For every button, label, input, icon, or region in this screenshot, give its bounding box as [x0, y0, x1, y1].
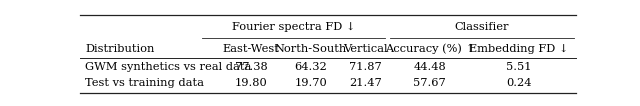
Text: 0.24: 0.24	[506, 78, 532, 88]
Text: Fourier spectra FD ↓: Fourier spectra FD ↓	[232, 22, 355, 32]
Text: 5.51: 5.51	[506, 62, 532, 72]
Text: 71.87: 71.87	[349, 62, 381, 72]
Text: 19.70: 19.70	[294, 78, 327, 88]
Text: North-South: North-South	[275, 44, 347, 54]
Text: Vertical: Vertical	[343, 44, 387, 54]
Text: 77.38: 77.38	[235, 62, 268, 72]
Text: Embedding FD ↓: Embedding FD ↓	[469, 44, 569, 54]
Text: 44.48: 44.48	[413, 62, 446, 72]
Text: Accuracy (%) ↑: Accuracy (%) ↑	[385, 43, 475, 54]
Text: 64.32: 64.32	[294, 62, 327, 72]
Text: 19.80: 19.80	[235, 78, 268, 88]
Text: 21.47: 21.47	[349, 78, 381, 88]
Text: Distribution: Distribution	[85, 44, 154, 54]
Text: Classifier: Classifier	[454, 22, 509, 32]
Text: 57.67: 57.67	[413, 78, 446, 88]
Text: Test vs training data: Test vs training data	[85, 78, 204, 88]
Text: GWM synthetics vs real data: GWM synthetics vs real data	[85, 62, 252, 72]
Text: East-West: East-West	[223, 44, 280, 54]
